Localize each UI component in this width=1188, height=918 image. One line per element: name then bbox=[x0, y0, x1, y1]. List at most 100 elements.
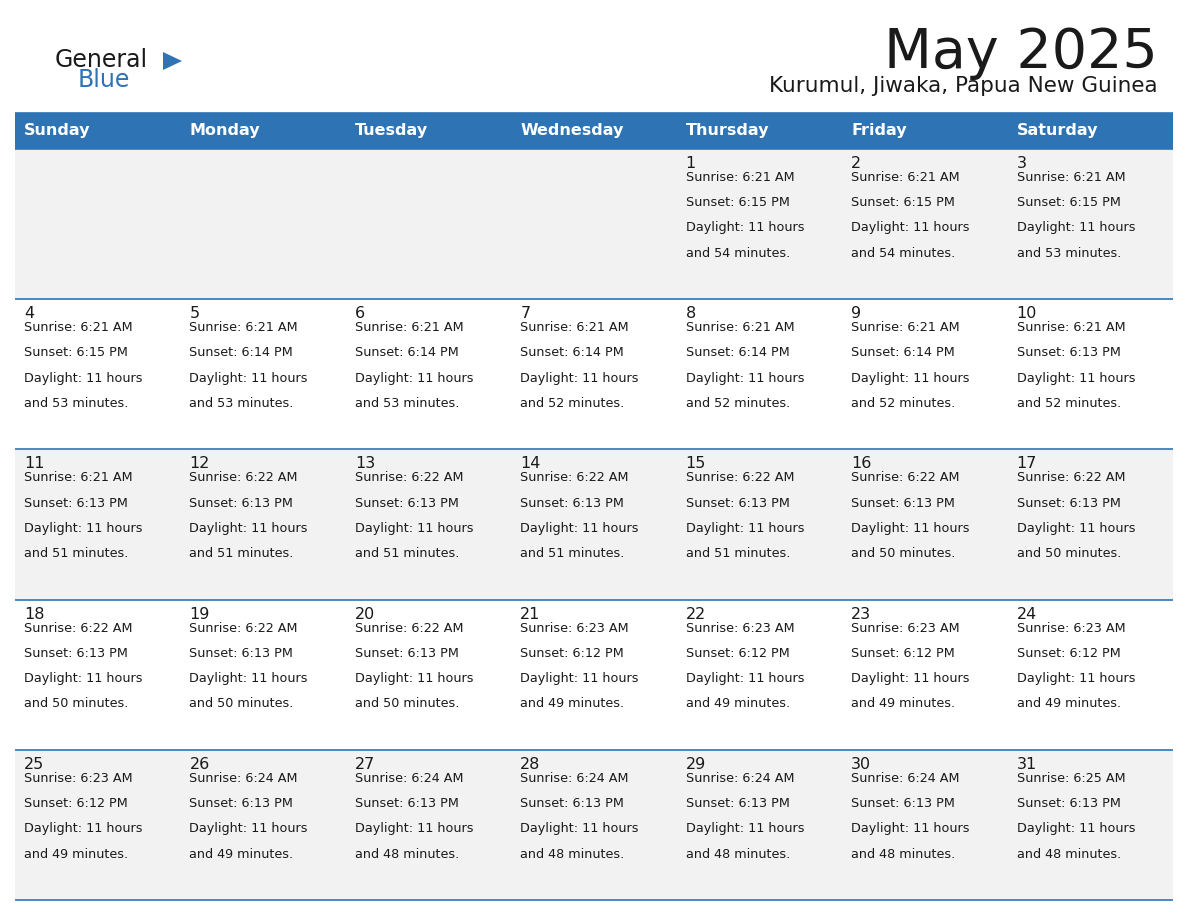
Text: and 52 minutes.: and 52 minutes. bbox=[1017, 397, 1120, 410]
Text: Sunset: 6:13 PM: Sunset: 6:13 PM bbox=[355, 797, 459, 810]
Text: Sunrise: 6:21 AM: Sunrise: 6:21 AM bbox=[685, 171, 795, 184]
Text: Daylight: 11 hours: Daylight: 11 hours bbox=[1017, 372, 1135, 385]
Bar bbox=[346, 113, 511, 149]
Text: Sunrise: 6:23 AM: Sunrise: 6:23 AM bbox=[685, 621, 795, 634]
Text: Sunset: 6:13 PM: Sunset: 6:13 PM bbox=[520, 797, 624, 810]
Text: Daylight: 11 hours: Daylight: 11 hours bbox=[189, 521, 308, 535]
Text: Daylight: 11 hours: Daylight: 11 hours bbox=[520, 823, 639, 835]
Text: 31: 31 bbox=[1017, 756, 1037, 772]
Bar bbox=[842, 113, 1007, 149]
Text: 28: 28 bbox=[520, 756, 541, 772]
Text: Daylight: 11 hours: Daylight: 11 hours bbox=[685, 221, 804, 234]
Text: and 51 minutes.: and 51 minutes. bbox=[355, 547, 460, 560]
Text: Sunrise: 6:21 AM: Sunrise: 6:21 AM bbox=[520, 321, 628, 334]
Text: Sunset: 6:14 PM: Sunset: 6:14 PM bbox=[685, 346, 790, 360]
Text: 29: 29 bbox=[685, 756, 706, 772]
Text: Daylight: 11 hours: Daylight: 11 hours bbox=[520, 521, 639, 535]
Text: 27: 27 bbox=[355, 756, 375, 772]
Text: 4: 4 bbox=[24, 307, 34, 321]
Text: Sunset: 6:15 PM: Sunset: 6:15 PM bbox=[24, 346, 128, 360]
Text: Sunrise: 6:22 AM: Sunrise: 6:22 AM bbox=[355, 472, 463, 485]
Text: Sunset: 6:13 PM: Sunset: 6:13 PM bbox=[1017, 346, 1120, 360]
Text: Daylight: 11 hours: Daylight: 11 hours bbox=[851, 372, 969, 385]
Text: Daylight: 11 hours: Daylight: 11 hours bbox=[851, 521, 969, 535]
Text: Sunrise: 6:25 AM: Sunrise: 6:25 AM bbox=[1017, 772, 1125, 785]
Text: Sunrise: 6:24 AM: Sunrise: 6:24 AM bbox=[520, 772, 628, 785]
Text: Sunrise: 6:22 AM: Sunrise: 6:22 AM bbox=[189, 472, 298, 485]
Text: and 51 minutes.: and 51 minutes. bbox=[189, 547, 293, 560]
Text: Sunrise: 6:21 AM: Sunrise: 6:21 AM bbox=[851, 321, 960, 334]
Text: Sunrise: 6:22 AM: Sunrise: 6:22 AM bbox=[685, 472, 795, 485]
Text: Monday: Monday bbox=[189, 124, 260, 139]
Text: Sunset: 6:13 PM: Sunset: 6:13 PM bbox=[851, 497, 955, 509]
Text: Sunrise: 6:22 AM: Sunrise: 6:22 AM bbox=[189, 621, 298, 634]
Text: Sunset: 6:13 PM: Sunset: 6:13 PM bbox=[520, 497, 624, 509]
Text: Daylight: 11 hours: Daylight: 11 hours bbox=[355, 521, 473, 535]
Text: Sunset: 6:12 PM: Sunset: 6:12 PM bbox=[685, 647, 790, 660]
Text: Daylight: 11 hours: Daylight: 11 hours bbox=[851, 823, 969, 835]
Text: and 49 minutes.: and 49 minutes. bbox=[685, 698, 790, 711]
Text: Daylight: 11 hours: Daylight: 11 hours bbox=[851, 221, 969, 234]
Bar bbox=[511, 113, 677, 149]
Bar bbox=[15, 450, 1173, 599]
Text: Sunset: 6:13 PM: Sunset: 6:13 PM bbox=[189, 647, 293, 660]
Text: Sunrise: 6:24 AM: Sunrise: 6:24 AM bbox=[189, 772, 298, 785]
Text: Daylight: 11 hours: Daylight: 11 hours bbox=[1017, 521, 1135, 535]
Text: Daylight: 11 hours: Daylight: 11 hours bbox=[1017, 672, 1135, 685]
Text: Blue: Blue bbox=[78, 68, 131, 92]
Text: and 52 minutes.: and 52 minutes. bbox=[851, 397, 955, 410]
Text: Sunset: 6:13 PM: Sunset: 6:13 PM bbox=[24, 497, 128, 509]
Bar bbox=[15, 299, 1173, 450]
Text: and 54 minutes.: and 54 minutes. bbox=[685, 247, 790, 260]
Text: and 54 minutes.: and 54 minutes. bbox=[851, 247, 955, 260]
Text: and 50 minutes.: and 50 minutes. bbox=[24, 698, 128, 711]
Text: Sunset: 6:14 PM: Sunset: 6:14 PM bbox=[851, 346, 955, 360]
Text: Sunset: 6:12 PM: Sunset: 6:12 PM bbox=[520, 647, 624, 660]
Text: Sunset: 6:14 PM: Sunset: 6:14 PM bbox=[355, 346, 459, 360]
Text: and 48 minutes.: and 48 minutes. bbox=[851, 847, 955, 860]
Text: Daylight: 11 hours: Daylight: 11 hours bbox=[355, 372, 473, 385]
Text: 26: 26 bbox=[189, 756, 209, 772]
Text: Sunset: 6:12 PM: Sunset: 6:12 PM bbox=[24, 797, 128, 810]
Bar bbox=[15, 113, 181, 149]
Text: Daylight: 11 hours: Daylight: 11 hours bbox=[520, 372, 639, 385]
Text: 24: 24 bbox=[1017, 607, 1037, 621]
Text: Daylight: 11 hours: Daylight: 11 hours bbox=[24, 823, 143, 835]
Text: and 48 minutes.: and 48 minutes. bbox=[685, 847, 790, 860]
Text: Sunrise: 6:22 AM: Sunrise: 6:22 AM bbox=[520, 472, 628, 485]
Text: and 50 minutes.: and 50 minutes. bbox=[189, 698, 293, 711]
Text: and 51 minutes.: and 51 minutes. bbox=[520, 547, 625, 560]
Text: Wednesday: Wednesday bbox=[520, 124, 624, 139]
Text: Daylight: 11 hours: Daylight: 11 hours bbox=[24, 372, 143, 385]
Text: 22: 22 bbox=[685, 607, 706, 621]
Text: General: General bbox=[55, 48, 148, 72]
Text: May 2025: May 2025 bbox=[884, 26, 1158, 80]
Text: Sunrise: 6:23 AM: Sunrise: 6:23 AM bbox=[1017, 621, 1125, 634]
Text: Daylight: 11 hours: Daylight: 11 hours bbox=[189, 372, 308, 385]
Text: Sunrise: 6:22 AM: Sunrise: 6:22 AM bbox=[851, 472, 960, 485]
Text: and 53 minutes.: and 53 minutes. bbox=[355, 397, 460, 410]
Text: Sunrise: 6:21 AM: Sunrise: 6:21 AM bbox=[851, 171, 960, 184]
Text: Saturday: Saturday bbox=[1017, 124, 1098, 139]
Text: Sunset: 6:13 PM: Sunset: 6:13 PM bbox=[1017, 797, 1120, 810]
Text: 19: 19 bbox=[189, 607, 210, 621]
Text: and 49 minutes.: and 49 minutes. bbox=[189, 847, 293, 860]
Bar bbox=[15, 599, 1173, 750]
Text: Sunrise: 6:22 AM: Sunrise: 6:22 AM bbox=[355, 621, 463, 634]
Text: 2: 2 bbox=[851, 156, 861, 171]
Text: 15: 15 bbox=[685, 456, 706, 472]
Text: 14: 14 bbox=[520, 456, 541, 472]
Text: Sunday: Sunday bbox=[24, 124, 90, 139]
Text: 23: 23 bbox=[851, 607, 871, 621]
Text: and 48 minutes.: and 48 minutes. bbox=[520, 847, 625, 860]
Text: 17: 17 bbox=[1017, 456, 1037, 472]
Text: 8: 8 bbox=[685, 307, 696, 321]
Text: and 50 minutes.: and 50 minutes. bbox=[851, 547, 955, 560]
Text: Sunset: 6:12 PM: Sunset: 6:12 PM bbox=[1017, 647, 1120, 660]
Bar bbox=[15, 750, 1173, 900]
Text: 12: 12 bbox=[189, 456, 210, 472]
Text: and 49 minutes.: and 49 minutes. bbox=[851, 698, 955, 711]
Text: Sunset: 6:13 PM: Sunset: 6:13 PM bbox=[189, 797, 293, 810]
Text: Thursday: Thursday bbox=[685, 124, 769, 139]
Polygon shape bbox=[163, 52, 182, 70]
